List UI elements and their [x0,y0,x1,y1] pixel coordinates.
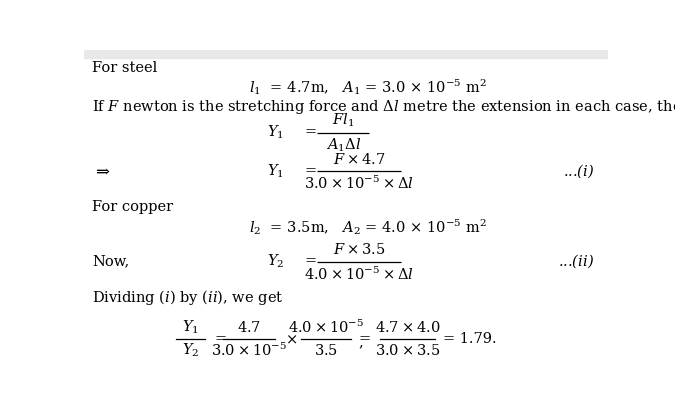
Text: $\times$: $\times$ [285,332,297,346]
Text: $\Rightarrow$: $\Rightarrow$ [92,163,111,180]
Text: $3.0\times10^{-5}$: $3.0\times10^{-5}$ [211,342,287,360]
Text: $l_2$  = 3.5m,   $A_2$ = 4.0 × 10$^{-5}$ m$^2$: $l_2$ = 3.5m, $A_2$ = 4.0 × 10$^{-5}$ m$… [249,217,487,237]
Text: = 1.79.: = 1.79. [443,332,496,346]
Text: $Y_1$: $Y_1$ [267,124,284,141]
Text: =: = [214,332,226,346]
Text: $4.0\times10^{-5}$: $4.0\times10^{-5}$ [288,319,364,336]
Text: $l_1$  = 4.7m,   $A_1$ = 3.0 × 10$^{-5}$ m$^2$: $l_1$ = 4.7m, $A_1$ = 3.0 × 10$^{-5}$ m$… [249,78,487,97]
Text: =: = [304,164,316,178]
Text: If $F$ newton is the stretching force and $\Delta l$ metre the extension in each: If $F$ newton is the stretching force an… [92,98,675,116]
Text: For copper: For copper [92,200,173,214]
Bar [84,50,608,58]
Text: $Fl_1$: $Fl_1$ [332,111,354,129]
Text: $3.5$: $3.5$ [315,343,338,358]
Text: For steel: For steel [92,61,157,75]
Text: $4.0\times10^{-5}\times\Delta l$: $4.0\times10^{-5}\times\Delta l$ [304,265,414,282]
Text: ...($ii$): ...($ii$) [558,253,595,270]
Text: Now,: Now, [92,255,130,269]
Text: $Y_1$: $Y_1$ [267,163,284,180]
Text: $A_1\Delta l$: $A_1\Delta l$ [326,136,361,153]
Text: $Y_2$: $Y_2$ [182,342,199,360]
Text: $F\times4.7$: $F\times4.7$ [333,152,385,166]
Text: ...($i$): ...($i$) [563,163,595,180]
Text: $3.0\times10^{-5}\times\Delta l$: $3.0\times10^{-5}\times\Delta l$ [304,175,414,192]
Text: ,: , [358,335,363,349]
Text: Dividing ($i$) by ($ii$), we get: Dividing ($i$) by ($ii$), we get [92,287,284,307]
Text: $4.7$: $4.7$ [237,320,261,335]
Text: $Y_1$: $Y_1$ [182,319,198,336]
Text: =: = [358,332,371,346]
Text: =: = [304,126,316,140]
Text: $4.7\times4.0$: $4.7\times4.0$ [375,320,440,335]
Text: $3.0\times3.5$: $3.0\times3.5$ [375,343,440,358]
Text: $Y_2$: $Y_2$ [267,253,285,270]
Text: $F\times3.5$: $F\times3.5$ [333,242,385,257]
Text: =: = [304,255,316,269]
